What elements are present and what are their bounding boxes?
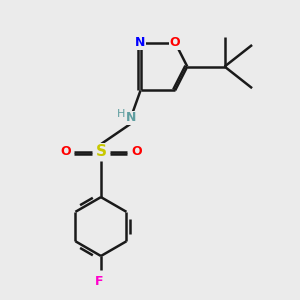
Text: O: O: [131, 146, 142, 158]
Text: H: H: [117, 109, 125, 119]
Text: N: N: [135, 36, 146, 49]
Text: F: F: [95, 274, 103, 288]
Text: O: O: [60, 146, 71, 158]
Text: S: S: [95, 145, 106, 160]
Text: N: N: [125, 111, 136, 124]
Text: O: O: [170, 36, 181, 49]
